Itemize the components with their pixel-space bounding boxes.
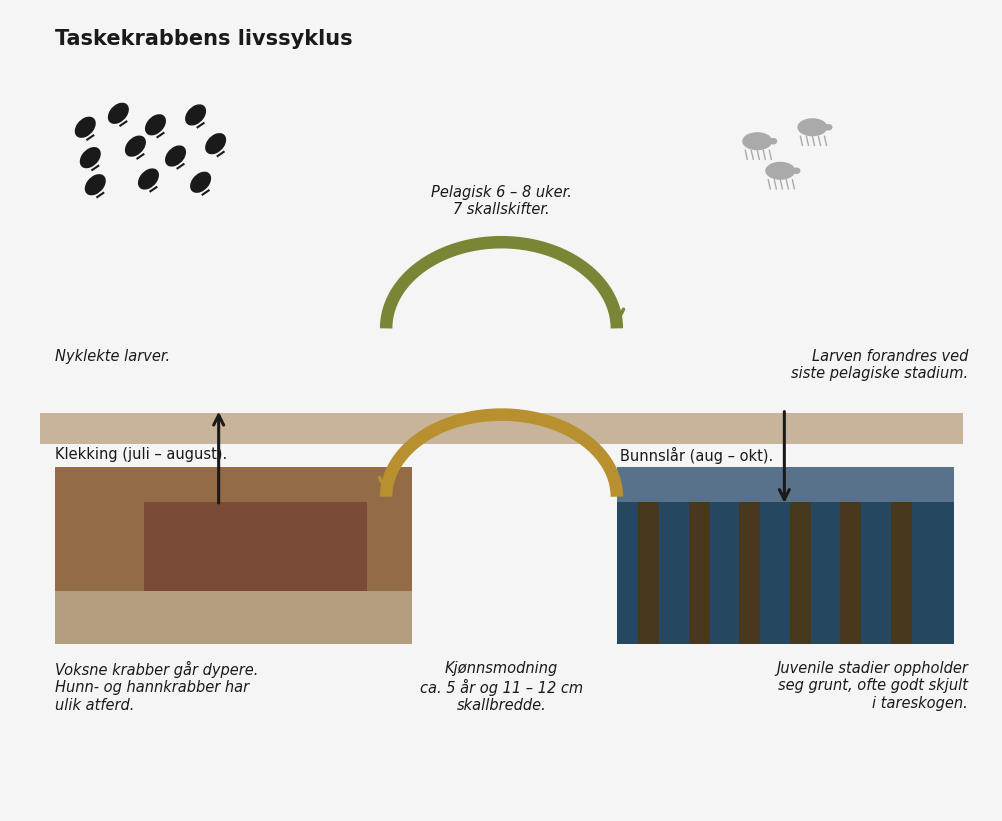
Text: Bunnslår (aug – okt).: Bunnslår (aug – okt).: [619, 447, 773, 465]
Ellipse shape: [85, 174, 105, 195]
Text: Nyklekte larver.: Nyklekte larver.: [55, 349, 170, 364]
Ellipse shape: [145, 114, 165, 135]
Ellipse shape: [108, 103, 128, 124]
Ellipse shape: [165, 145, 185, 167]
Text: Taskekrabbens livssyklus: Taskekrabbens livssyklus: [55, 29, 353, 48]
Text: Larven forandres ved
siste pelagiske stadium.: Larven forandres ved siste pelagiske sta…: [790, 349, 967, 381]
Ellipse shape: [769, 138, 777, 144]
Ellipse shape: [190, 172, 210, 193]
Ellipse shape: [205, 133, 225, 154]
Bar: [40, 413, 962, 444]
Text: Pelagisk 6 – 8 uker.
7 skallskifter.: Pelagisk 6 – 8 uker. 7 skallskifter.: [431, 185, 571, 217]
Text: Klekking (juli – august).: Klekking (juli – august).: [55, 447, 227, 462]
Ellipse shape: [125, 135, 145, 157]
Ellipse shape: [741, 132, 772, 150]
Text: Juvenile stadier oppholder
seg grunt, ofte godt skjult
i tareskogen.: Juvenile stadier oppholder seg grunt, of…: [776, 661, 967, 711]
Ellipse shape: [75, 117, 95, 138]
Ellipse shape: [797, 118, 827, 136]
Ellipse shape: [80, 147, 100, 168]
Text: Kjønnsmodning
ca. 5 år og 11 – 12 cm
skallbredde.: Kjønnsmodning ca. 5 år og 11 – 12 cm ska…: [420, 661, 582, 713]
Text: Voksne krabber går dypere.
Hunn- og hannkrabber har
ulik atferd.: Voksne krabber går dypere. Hunn- og hann…: [55, 661, 259, 713]
Ellipse shape: [824, 124, 832, 131]
Ellipse shape: [765, 162, 795, 180]
Ellipse shape: [792, 167, 800, 174]
Ellipse shape: [185, 104, 205, 126]
Ellipse shape: [138, 168, 158, 190]
